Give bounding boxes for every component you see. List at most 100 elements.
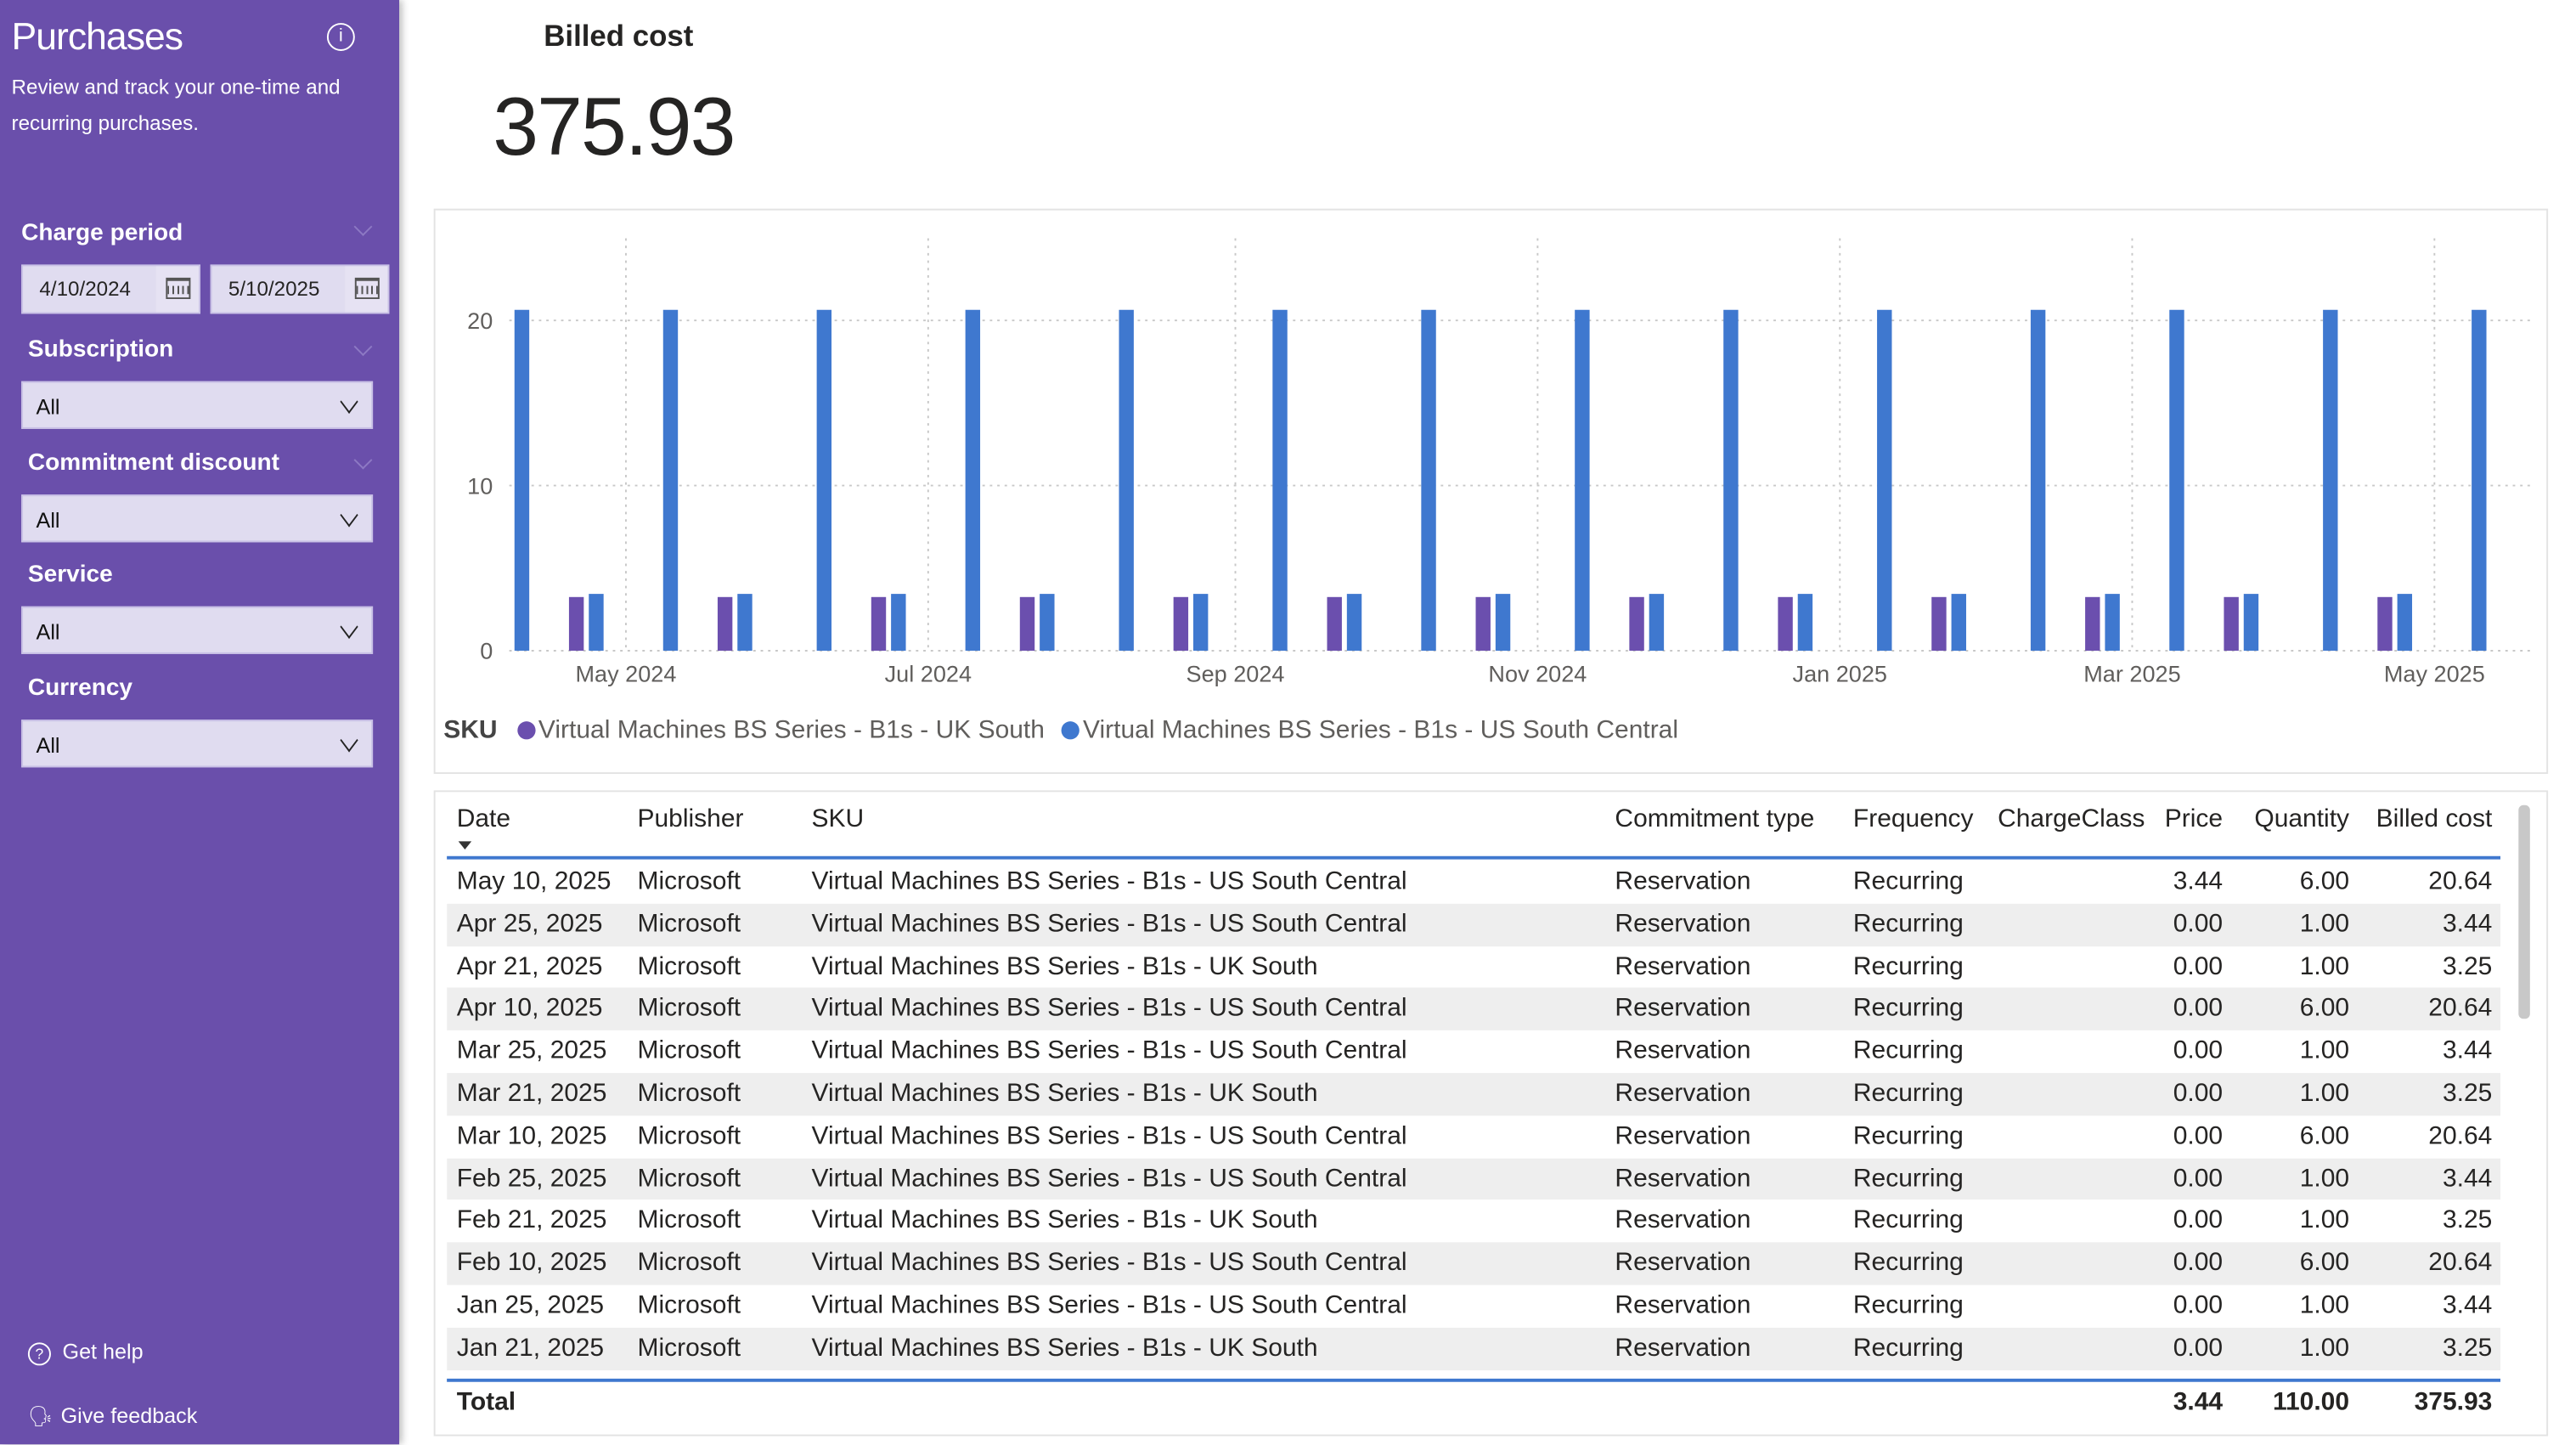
table-row[interactable]: Mar 21, 2025 Microsoft Virtual Machines BS… (447, 1073, 2501, 1115)
table-row[interactable]: Apr 21, 2025 Microsoft Virtual Machines BS… (447, 945, 2500, 988)
bar[interactable] (1778, 596, 1793, 651)
bar[interactable] (871, 596, 887, 651)
table-row[interactable]: Jan 21, 2025 Microsoft Virtual Machines BS… (447, 1327, 2501, 1370)
bar[interactable] (737, 594, 753, 651)
column-header[interactable]: SKU (811, 804, 865, 833)
bar[interactable] (589, 594, 604, 651)
bar[interactable] (1797, 594, 1813, 651)
bar[interactable] (2377, 596, 2393, 651)
bar[interactable] (1327, 596, 1342, 651)
bar[interactable] (717, 596, 733, 651)
bar[interactable] (1346, 594, 1362, 651)
sort-descending-icon[interactable] (458, 841, 472, 850)
bar[interactable] (2030, 309, 2046, 651)
column-header[interactable]: Frequency (1852, 804, 1974, 833)
legend-item[interactable]: Virtual Machines BS Series - B1s - UK So… (538, 716, 1045, 745)
end-date-input[interactable]: 5/10/2025 (210, 264, 390, 314)
bar[interactable] (1475, 596, 1491, 651)
table-row[interactable]: May 10, 2025 Microsoft Virtual Machines BS… (447, 861, 2500, 904)
bar[interactable] (1723, 309, 1739, 651)
bar[interactable] (2085, 596, 2100, 651)
cell-billed-cost: 3.25 (2442, 1079, 2493, 1108)
bar[interactable] (1421, 309, 1436, 651)
column-header[interactable]: Publisher (637, 804, 744, 833)
cell-billed-cost: 3.44 (2442, 910, 2493, 939)
give-feedback-link[interactable]: 🗣 Give feedback (28, 1403, 197, 1428)
bar[interactable] (1575, 309, 1590, 651)
bar[interactable] (1931, 596, 1947, 651)
service-dropdown[interactable]: All (21, 606, 374, 654)
bar[interactable] (1877, 309, 1892, 651)
legend-title: SKU (443, 716, 498, 745)
bar[interactable] (965, 309, 981, 651)
legend-item[interactable]: Virtual Machines BS Series - B1s - US So… (1083, 716, 1679, 745)
page-title: Purchases (11, 14, 183, 58)
bar[interactable] (662, 309, 679, 651)
bar[interactable] (2243, 594, 2259, 651)
bar[interactable] (1272, 309, 1288, 651)
cell-sku: Virtual Machines BS Series - B1s - UK So… (811, 1079, 1318, 1108)
bar[interactable] (816, 309, 832, 651)
cell-sku: Virtual Machines BS Series - B1s - US So… (811, 867, 1407, 896)
bar[interactable] (2105, 594, 2120, 651)
cell-publisher: Microsoft (637, 1121, 741, 1150)
bar[interactable] (1119, 309, 1134, 651)
table-scrollbar[interactable] (2518, 804, 2530, 1019)
get-help-link[interactable]: ? Get help (27, 1339, 144, 1366)
column-header[interactable]: Quantity (2254, 804, 2350, 833)
bar[interactable] (891, 594, 906, 651)
table-row[interactable]: Mar 10, 2025 Microsoft Virtual Machines BS… (447, 1115, 2500, 1158)
column-header[interactable]: ChargeClass (1998, 804, 2145, 833)
table-row[interactable]: Feb 10, 2025 Microsoft Virtual Machines BS… (447, 1242, 2501, 1285)
cell-date: Jan 10, 2025 (457, 1376, 604, 1377)
table-row[interactable]: Feb 21, 2025 Microsoft Virtual Machines BS… (447, 1200, 2500, 1243)
calendar-icon[interactable] (345, 266, 388, 313)
bar[interactable] (1192, 594, 1209, 651)
header-divider (447, 855, 2501, 859)
cell-publisher: Microsoft (637, 1079, 741, 1108)
cell-billed-cost: 20.64 (2428, 1376, 2492, 1377)
bar[interactable] (1629, 596, 1644, 651)
bar[interactable] (514, 309, 530, 651)
bar[interactable] (1019, 596, 1035, 651)
bar[interactable] (1173, 596, 1189, 651)
bar[interactable] (1951, 594, 1966, 651)
table-row[interactable]: Apr 25, 2025 Microsoft Virtual Machines BS… (447, 903, 2501, 946)
column-header[interactable]: Billed cost (2376, 804, 2493, 833)
start-date-input[interactable]: 4/10/2024 (21, 264, 200, 314)
info-icon[interactable]: i (326, 23, 355, 51)
table-row[interactable]: Mar 25, 2025 Microsoft Virtual Machines BS… (447, 1030, 2500, 1073)
column-header[interactable]: Commitment type (1615, 804, 1815, 833)
bar[interactable] (2323, 309, 2338, 651)
cell-sku: Virtual Machines BS Series - B1s - UK So… (811, 1206, 1318, 1235)
cell-frequency: Recurring (1852, 1121, 1964, 1150)
bar[interactable] (1649, 594, 1665, 651)
cell-publisher: Microsoft (637, 1334, 741, 1363)
y-tick-label: 10 (467, 472, 493, 499)
cell-price: 0.00 (2173, 1249, 2224, 1278)
bar[interactable] (1040, 594, 1055, 651)
table-row[interactable]: Jan 10, 2025 Microsoft Virtual Machines BS… (447, 1369, 2500, 1377)
currency-dropdown[interactable]: All (21, 720, 374, 768)
cell-date: Mar 25, 2025 (456, 1036, 607, 1065)
bar[interactable] (2397, 594, 2413, 651)
cell-commitment-type: Reservation (1615, 867, 1751, 896)
table-row[interactable]: Apr 10, 2025 Microsoft Virtual Machines BS… (447, 988, 2501, 1031)
cell-date: Jan 21, 2025 (456, 1334, 605, 1363)
bar[interactable] (1495, 594, 1511, 651)
commitment-discount-dropdown[interactable]: All (21, 494, 374, 543)
cell-price: 0.00 (2173, 952, 2224, 980)
column-header[interactable]: Price (2164, 804, 2224, 833)
cell-quantity: 6.00 (2299, 995, 2350, 1023)
subscription-dropdown[interactable]: All (21, 381, 374, 429)
table-row[interactable]: Jan 25, 2025 Microsoft Virtual Machines BS… (447, 1285, 2500, 1328)
column-header[interactable]: Date (456, 804, 511, 833)
table-row[interactable]: Feb 25, 2025 Microsoft Virtual Machines BS… (447, 1157, 2501, 1200)
chart-legend: SKU Virtual Machines BS Series - B1s - UK… (443, 716, 1678, 746)
bar[interactable] (568, 596, 584, 651)
calendar-icon[interactable] (155, 266, 200, 313)
bar[interactable] (2224, 596, 2239, 651)
bar[interactable] (2169, 309, 2184, 651)
cell-frequency: Recurring (1852, 1291, 1964, 1320)
bar[interactable] (2472, 309, 2487, 651)
